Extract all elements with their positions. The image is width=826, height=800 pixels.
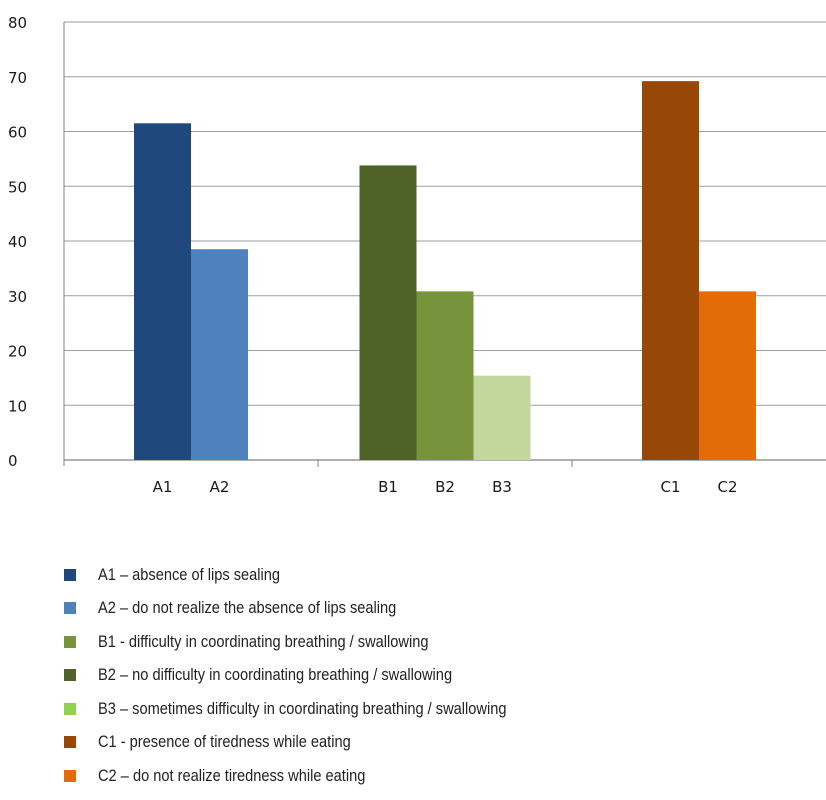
legend-swatch — [64, 602, 76, 615]
y-tick-label: 70 — [8, 69, 27, 87]
bar-b1 — [359, 165, 417, 460]
legend-swatch — [64, 669, 76, 682]
legend-item: C1 - presence of tiredness while eating — [64, 726, 573, 760]
chart-legend: A1 – absence of lips sealing A2 – do not … — [64, 558, 573, 793]
legend-item: B2 – no difficulty in coordinating breat… — [64, 659, 573, 693]
category-label: B1 — [378, 478, 398, 496]
bar-a1 — [134, 123, 191, 460]
legend-swatch — [64, 736, 76, 749]
legend-label: C2 – do not realize tiredness while eati… — [98, 765, 366, 785]
legend-label: B1 - difficulty in coordinating breathin… — [98, 631, 429, 651]
y-tick-label: 10 — [8, 397, 27, 415]
category-label: B3 — [492, 478, 512, 496]
category-label: A1 — [153, 478, 173, 496]
bar-b3 — [473, 375, 531, 460]
legend-item: A2 – do not realize the absence of lips … — [64, 592, 573, 626]
legend-swatch — [64, 635, 76, 648]
y-tick-label: 30 — [8, 288, 27, 306]
legend-label: A1 – absence of lips sealing — [98, 564, 281, 584]
category-label: C2 — [717, 478, 737, 496]
category-label: C1 — [660, 478, 680, 496]
bar-c1 — [642, 81, 699, 460]
bar-a2 — [191, 249, 248, 460]
legend-label: B3 – sometimes difficulty in coordinatin… — [98, 698, 507, 718]
legend-swatch — [64, 769, 76, 782]
bar-b2 — [416, 291, 474, 460]
legend-item: B3 – sometimes difficulty in coordinatin… — [64, 692, 573, 726]
category-label: A2 — [210, 478, 230, 496]
y-tick-label: 0 — [8, 452, 18, 470]
bar-c2 — [699, 291, 756, 460]
legend-item: B1 - difficulty in coordinating breathin… — [64, 625, 573, 659]
bar-chart: 0 10 20 30 40 50 60 70 80 A1 A2 B1 B2 B3 C1 C2 — [8, 14, 826, 496]
y-tick-label: 80 — [8, 14, 27, 32]
y-tick-label: 60 — [8, 124, 27, 142]
legend-swatch — [64, 702, 76, 715]
legend-label: C1 - presence of tiredness while eating — [98, 732, 351, 752]
legend-label: A2 – do not realize the absence of lips … — [98, 598, 397, 618]
legend-item: A1 – absence of lips sealing — [64, 558, 573, 592]
y-tick-label: 50 — [8, 178, 27, 196]
legend-item: C2 – do not realize tiredness while eati… — [64, 759, 573, 793]
legend-swatch — [64, 568, 76, 581]
y-tick-label: 20 — [8, 343, 27, 361]
legend-label: B2 – no difficulty in coordinating breat… — [98, 665, 453, 685]
category-label: B2 — [435, 478, 455, 496]
y-tick-label: 40 — [8, 233, 27, 251]
